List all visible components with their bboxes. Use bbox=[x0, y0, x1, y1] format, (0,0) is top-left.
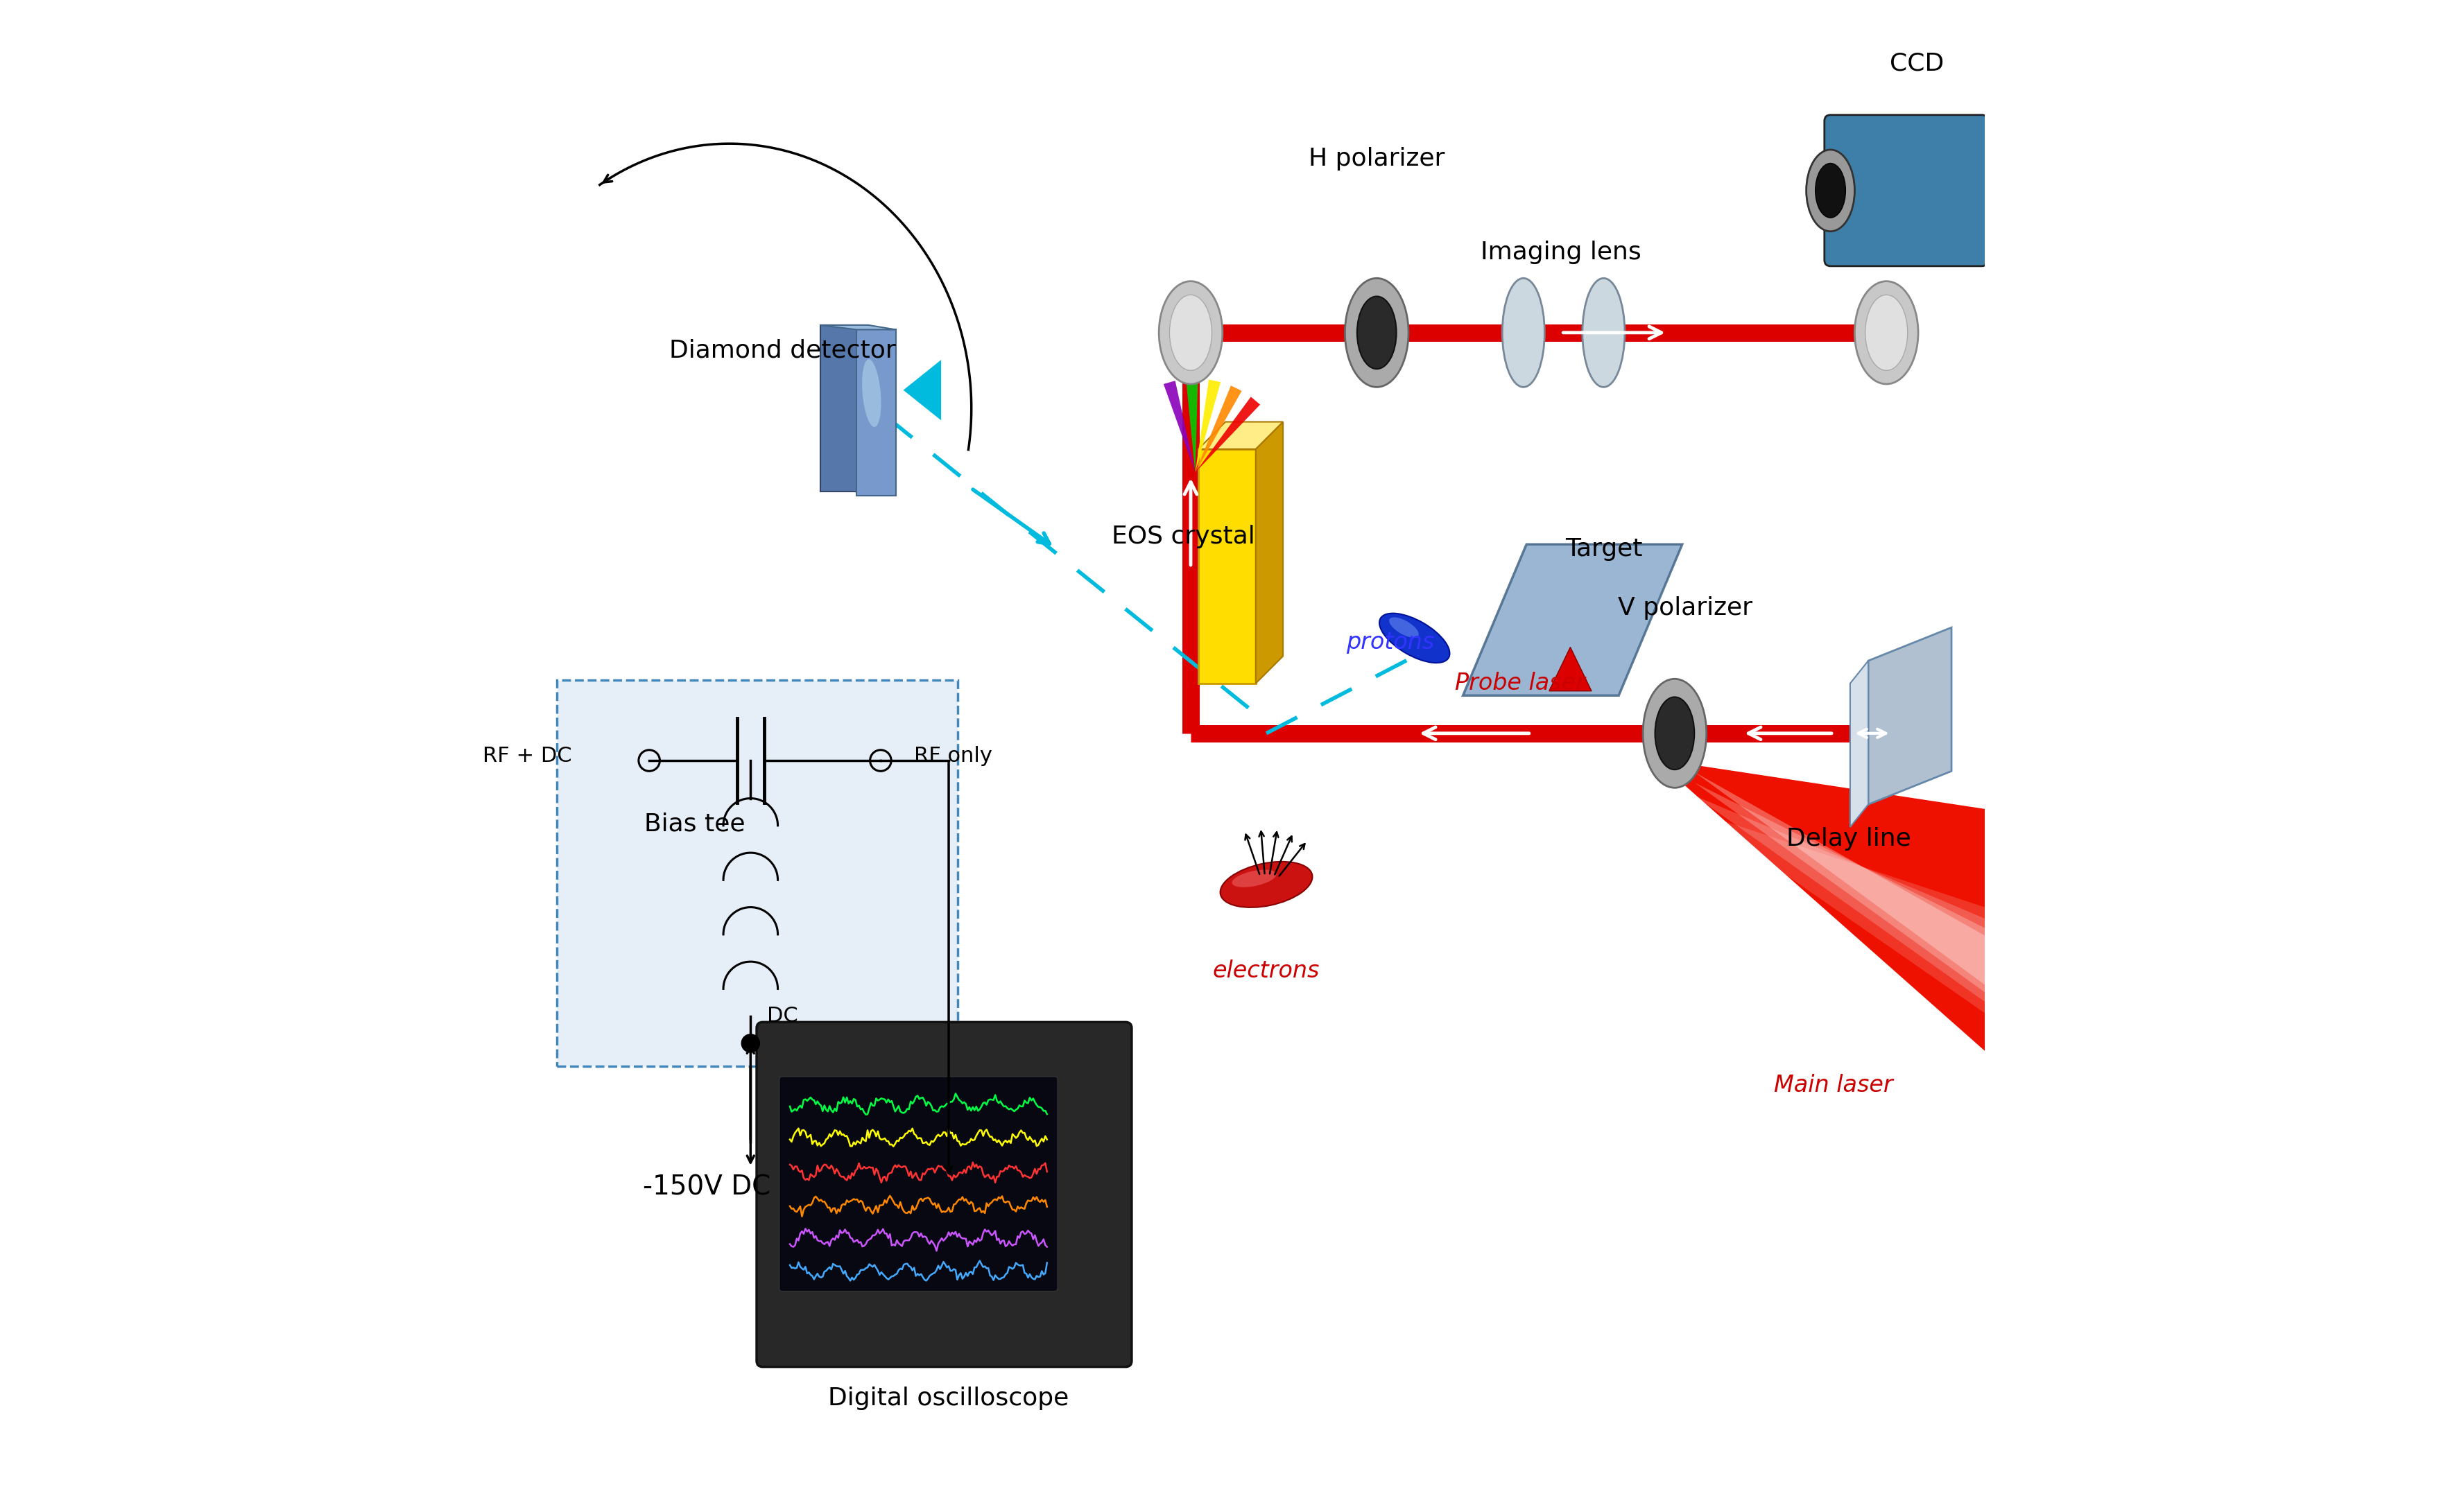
Polygon shape bbox=[904, 360, 941, 420]
Ellipse shape bbox=[1501, 278, 1545, 387]
Ellipse shape bbox=[1816, 163, 1845, 218]
Ellipse shape bbox=[1806, 150, 1855, 231]
Text: Target: Target bbox=[1565, 537, 1641, 561]
Polygon shape bbox=[1695, 773, 1985, 984]
Text: RF only: RF only bbox=[914, 745, 993, 767]
Ellipse shape bbox=[862, 360, 882, 426]
Text: Imaging lens: Imaging lens bbox=[1482, 240, 1641, 265]
Polygon shape bbox=[1165, 381, 1194, 472]
Ellipse shape bbox=[1582, 278, 1624, 387]
Polygon shape bbox=[1867, 627, 1951, 804]
Ellipse shape bbox=[1170, 295, 1211, 370]
Polygon shape bbox=[1194, 396, 1260, 472]
Polygon shape bbox=[1695, 795, 1985, 1002]
FancyBboxPatch shape bbox=[558, 680, 958, 1066]
Text: Bias tee: Bias tee bbox=[644, 812, 744, 836]
Polygon shape bbox=[1199, 449, 1256, 683]
Polygon shape bbox=[1187, 378, 1199, 472]
Text: V polarizer: V polarizer bbox=[1619, 596, 1752, 620]
FancyBboxPatch shape bbox=[1826, 115, 1988, 266]
Ellipse shape bbox=[1378, 614, 1450, 662]
Ellipse shape bbox=[1231, 869, 1278, 888]
Ellipse shape bbox=[1656, 697, 1695, 770]
Text: Probe laser: Probe laser bbox=[1455, 671, 1585, 696]
Ellipse shape bbox=[1865, 295, 1907, 370]
Polygon shape bbox=[857, 330, 897, 496]
Polygon shape bbox=[1550, 647, 1592, 691]
Polygon shape bbox=[821, 325, 867, 491]
Polygon shape bbox=[1850, 661, 1867, 827]
Ellipse shape bbox=[1356, 296, 1396, 369]
Polygon shape bbox=[1462, 544, 1683, 696]
Ellipse shape bbox=[1388, 617, 1418, 638]
Ellipse shape bbox=[1221, 862, 1312, 907]
Text: Digital oscilloscope: Digital oscilloscope bbox=[828, 1387, 1069, 1411]
Text: RF + DC: RF + DC bbox=[484, 745, 572, 767]
Text: DC: DC bbox=[767, 1005, 799, 1027]
Circle shape bbox=[742, 1034, 759, 1052]
Text: EOS crystal: EOS crystal bbox=[1111, 525, 1256, 549]
Text: Delay line: Delay line bbox=[1786, 827, 1912, 851]
Polygon shape bbox=[1656, 759, 1985, 1051]
Polygon shape bbox=[1194, 380, 1221, 472]
FancyBboxPatch shape bbox=[779, 1077, 1057, 1291]
FancyBboxPatch shape bbox=[757, 1022, 1133, 1367]
Ellipse shape bbox=[1344, 278, 1408, 387]
Polygon shape bbox=[1256, 422, 1283, 683]
Polygon shape bbox=[1194, 386, 1241, 472]
Text: CCD: CCD bbox=[1889, 51, 1943, 76]
Text: H polarizer: H polarizer bbox=[1310, 147, 1445, 171]
Polygon shape bbox=[1695, 783, 1985, 992]
Ellipse shape bbox=[1160, 281, 1224, 384]
Polygon shape bbox=[821, 325, 897, 330]
Text: electrons: electrons bbox=[1214, 959, 1319, 983]
Text: Main laser: Main laser bbox=[1774, 1074, 1892, 1098]
Polygon shape bbox=[1695, 812, 1985, 1013]
Ellipse shape bbox=[1644, 679, 1708, 788]
Ellipse shape bbox=[1855, 281, 1919, 384]
Polygon shape bbox=[1199, 422, 1283, 449]
Text: -150V DC: -150V DC bbox=[644, 1173, 771, 1201]
Text: Diamond detector: Diamond detector bbox=[668, 339, 897, 363]
Text: protons: protons bbox=[1346, 631, 1435, 655]
